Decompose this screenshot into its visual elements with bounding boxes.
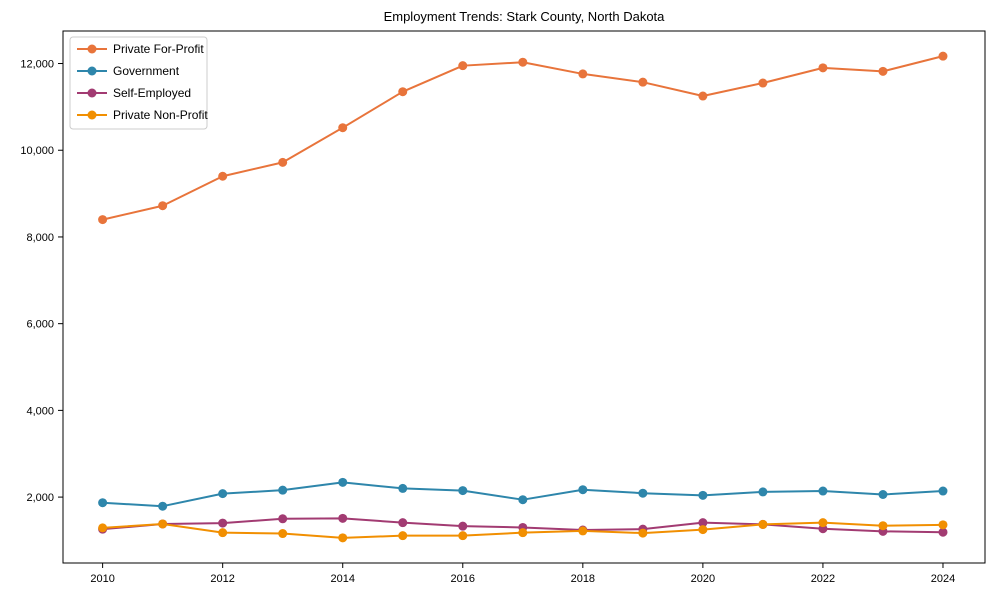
plot-border <box>62 30 986 564</box>
data-point-government <box>698 490 708 500</box>
y-tick-label: 12,000 <box>20 59 54 71</box>
data-point-private-non-profit <box>938 520 948 530</box>
x-tick-label: 2010 <box>90 573 114 585</box>
x-tick-label: 2020 <box>691 573 715 585</box>
data-point-private-non-profit <box>158 519 168 529</box>
data-point-government <box>878 489 888 499</box>
data-point-private-for-profit <box>638 77 648 87</box>
data-point-private-non-profit <box>338 533 348 543</box>
legend-marker-icon <box>87 66 97 76</box>
x-tick-label: 2014 <box>330 573 354 585</box>
data-point-private-non-profit <box>578 526 588 536</box>
legend-label: Private For-Profit <box>113 42 204 56</box>
x-tick-label: 2018 <box>571 573 595 585</box>
data-point-private-for-profit <box>698 91 708 101</box>
data-point-government <box>638 488 648 498</box>
data-point-private-for-profit <box>878 66 888 76</box>
data-point-self-employed <box>938 527 948 537</box>
legend-marker-icon <box>87 110 97 120</box>
legend <box>69 36 208 130</box>
data-point-private-non-profit <box>638 528 648 538</box>
data-point-private-non-profit <box>698 525 708 535</box>
data-point-private-non-profit <box>398 531 408 541</box>
y-tick-label: 8,000 <box>26 232 54 244</box>
data-point-government <box>518 495 528 505</box>
data-point-self-employed <box>398 518 408 528</box>
data-point-private-non-profit <box>878 521 888 531</box>
data-point-government <box>218 489 228 499</box>
legend-label: Self-Employed <box>113 86 191 100</box>
data-point-private-for-profit <box>578 69 588 79</box>
data-point-government <box>158 501 168 511</box>
data-point-private-for-profit <box>518 57 528 67</box>
data-point-private-non-profit <box>218 528 228 538</box>
data-point-private-non-profit <box>758 519 768 529</box>
data-point-private-non-profit <box>98 523 108 533</box>
x-tick-label: 2022 <box>811 573 835 585</box>
y-tick-label: 6,000 <box>26 319 54 331</box>
series-line-private-for-profit <box>101 55 944 221</box>
legend-marker-icon <box>87 88 97 98</box>
data-point-self-employed <box>278 514 288 524</box>
legend-label: Government <box>113 64 180 78</box>
data-point-self-employed <box>338 513 348 523</box>
data-point-government <box>818 486 828 496</box>
data-point-government <box>398 483 408 493</box>
data-point-private-non-profit <box>818 518 828 528</box>
data-point-private-for-profit <box>458 61 468 71</box>
y-tick-label: 4,000 <box>26 405 54 417</box>
data-point-private-for-profit <box>758 78 768 88</box>
data-point-government <box>98 498 108 508</box>
legend-label: Private Non-Profit <box>113 108 208 122</box>
data-point-private-for-profit <box>398 87 408 97</box>
x-tick-label: 2024 <box>931 573 955 585</box>
data-point-private-for-profit <box>218 171 228 181</box>
data-point-private-for-profit <box>98 215 108 225</box>
legend-marker-icon <box>87 44 97 54</box>
data-point-private-for-profit <box>938 51 948 61</box>
data-point-self-employed <box>218 518 228 528</box>
data-point-private-for-profit <box>338 123 348 133</box>
data-point-self-employed <box>698 518 708 528</box>
data-point-private-for-profit <box>158 201 168 211</box>
data-point-self-employed <box>458 521 468 531</box>
data-point-private-non-profit <box>518 528 528 538</box>
data-point-private-non-profit <box>458 531 468 541</box>
data-point-government <box>338 477 348 487</box>
data-point-government <box>578 485 588 495</box>
data-point-government <box>758 487 768 497</box>
chart-title: Employment Trends: Stark County, North D… <box>384 9 666 24</box>
data-point-private-for-profit <box>818 63 828 73</box>
data-point-government <box>458 486 468 496</box>
data-point-private-non-profit <box>278 529 288 539</box>
x-tick-label: 2012 <box>210 573 234 585</box>
y-tick-label: 2,000 <box>26 492 54 504</box>
data-point-government <box>938 486 948 496</box>
x-tick-label: 2016 <box>451 573 475 585</box>
data-point-government <box>278 485 288 495</box>
y-tick-label: 10,000 <box>20 145 54 157</box>
data-point-private-for-profit <box>278 157 288 167</box>
